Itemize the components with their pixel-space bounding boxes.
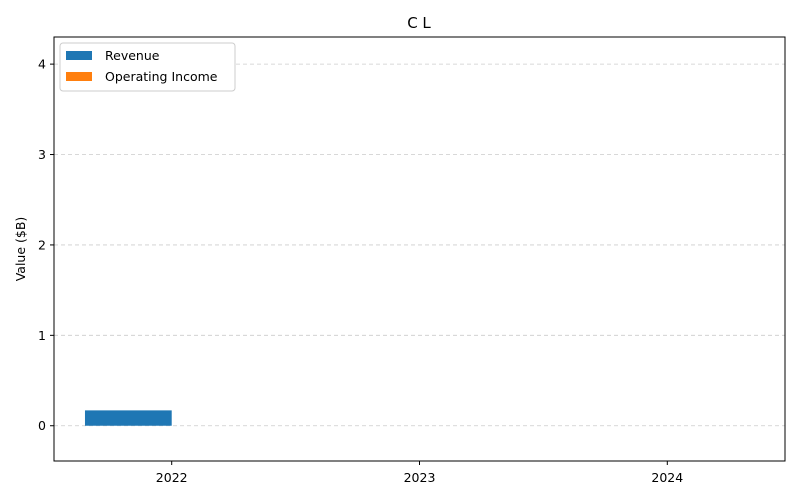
legend-swatch-revenue [66,51,92,60]
grid-lines [54,63,785,427]
x-tick-label: 2022 [156,470,188,485]
x-tick-label: 2023 [404,470,436,485]
x-tick-label: 2024 [651,470,683,485]
y-axis: 0 1 2 3 4 [38,57,54,433]
y-tick-label: 1 [38,328,46,343]
y-tick-label: 0 [38,418,46,433]
legend: Revenue Operating Income [59,42,236,92]
plot-frame [53,36,786,462]
bar-revenue [84,410,172,426]
legend-box [59,42,236,92]
legend-label-revenue: Revenue [105,48,160,63]
chart-title: C L [407,14,431,32]
y-tick-label: 2 [38,237,46,252]
y-tick-label: 4 [38,57,46,72]
legend-label-operating-income: Operating Income [105,69,218,84]
y-axis-label: Value ($B) [13,217,28,282]
legend-swatch-operating-income [66,72,92,81]
y-tick-label: 3 [38,147,46,162]
x-axis: 2022 2023 2024 [156,461,683,485]
bars [84,410,172,426]
